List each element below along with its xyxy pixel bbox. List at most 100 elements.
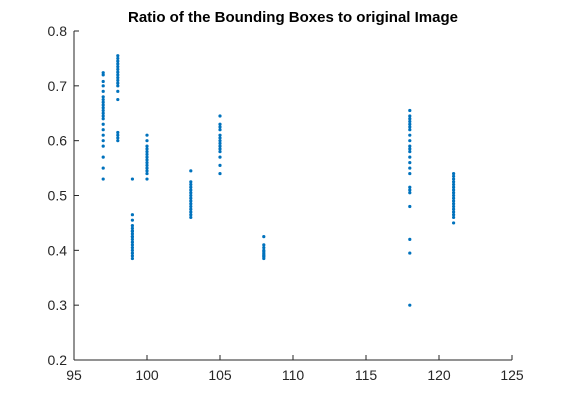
axes: 95 100 105 110 115 120 125 0.2 0.3 0.4 0.5 0.6 0.7 0.… — [48, 23, 524, 383]
data-point — [218, 122, 222, 126]
data-point — [101, 133, 105, 137]
data-point — [130, 245, 134, 250]
data-point — [145, 144, 149, 148]
data-point — [408, 251, 412, 255]
x-tick-label: 105 — [208, 367, 232, 383]
data-point — [145, 169, 149, 173]
data-point — [218, 136, 222, 140]
data-point — [116, 65, 120, 69]
data-point — [408, 155, 412, 159]
data-point — [408, 150, 412, 154]
y-tick-label: 0.6 — [48, 133, 68, 149]
data-point — [130, 224, 134, 228]
data-point — [130, 218, 134, 222]
data-point — [189, 207, 193, 211]
data-point — [145, 171, 149, 176]
data-point — [145, 150, 149, 154]
data-point — [408, 185, 412, 189]
data-point — [116, 73, 120, 77]
data-point — [101, 144, 105, 148]
data-point — [101, 95, 105, 99]
data-point — [189, 215, 193, 220]
chart-title: Ratio of the Bounding Boxes to original … — [128, 9, 458, 26]
data-point — [189, 202, 193, 206]
data-point — [189, 213, 193, 217]
data-point — [189, 185, 193, 189]
data-point — [101, 111, 105, 115]
data-point — [408, 122, 412, 126]
data-point — [218, 150, 222, 154]
data-point — [452, 188, 456, 192]
data-point — [452, 182, 456, 187]
data-point — [452, 199, 456, 203]
data-point — [218, 133, 222, 137]
data-point — [116, 84, 120, 88]
data-point — [145, 163, 149, 167]
data-point — [130, 177, 134, 181]
data-point — [101, 100, 105, 104]
data-point — [130, 243, 134, 247]
data-point — [116, 81, 120, 85]
data-point — [452, 174, 456, 178]
data-point — [408, 303, 412, 307]
data-point — [452, 191, 456, 195]
data-point — [218, 125, 222, 129]
data-point — [116, 67, 120, 71]
data-point — [145, 161, 149, 165]
x-tick-label: 115 — [355, 367, 378, 383]
data-point — [101, 155, 105, 159]
data-point — [130, 256, 134, 261]
data-point — [101, 97, 105, 102]
x-tick-label: 125 — [500, 367, 524, 383]
data-point — [101, 89, 105, 93]
data-point — [101, 177, 105, 181]
data-point — [130, 226, 134, 230]
data-point — [408, 204, 412, 209]
data-point — [408, 166, 412, 170]
data-point — [452, 210, 456, 214]
data-point — [116, 89, 120, 93]
data-point — [101, 84, 105, 88]
data-point — [408, 133, 412, 137]
x-tick-label: 110 — [282, 367, 305, 383]
data-point — [145, 152, 149, 156]
data-point — [130, 248, 134, 252]
data-point — [130, 254, 134, 258]
data-point — [116, 97, 120, 102]
data-point — [218, 144, 222, 148]
data-point — [408, 128, 412, 132]
data-point — [130, 237, 134, 241]
data-point — [408, 144, 412, 148]
data-point — [130, 251, 134, 255]
data-point — [189, 188, 193, 192]
data-point — [101, 106, 105, 110]
data-point — [116, 76, 120, 80]
data-point — [101, 114, 105, 118]
data-point — [116, 56, 120, 61]
data-point — [262, 256, 266, 261]
data-point — [145, 158, 149, 162]
data-point — [189, 191, 193, 195]
data-point — [452, 202, 456, 206]
data-point — [101, 139, 105, 143]
y-tick-label: 0.5 — [48, 188, 68, 204]
data-point — [218, 139, 222, 143]
x-tick-label: 120 — [427, 367, 451, 383]
data-point — [452, 215, 456, 220]
data-point — [408, 237, 412, 241]
data-point — [116, 136, 120, 140]
data-point — [262, 235, 266, 239]
data-point — [452, 221, 456, 225]
data-point — [116, 78, 120, 82]
data-points — [101, 54, 456, 307]
data-point — [116, 62, 120, 66]
data-point — [408, 117, 412, 121]
data-point — [101, 79, 105, 84]
data-point — [408, 161, 412, 165]
data-point — [452, 207, 456, 211]
data-point — [130, 229, 134, 233]
data-point — [452, 180, 456, 184]
data-point — [452, 185, 456, 189]
data-point — [218, 114, 222, 118]
